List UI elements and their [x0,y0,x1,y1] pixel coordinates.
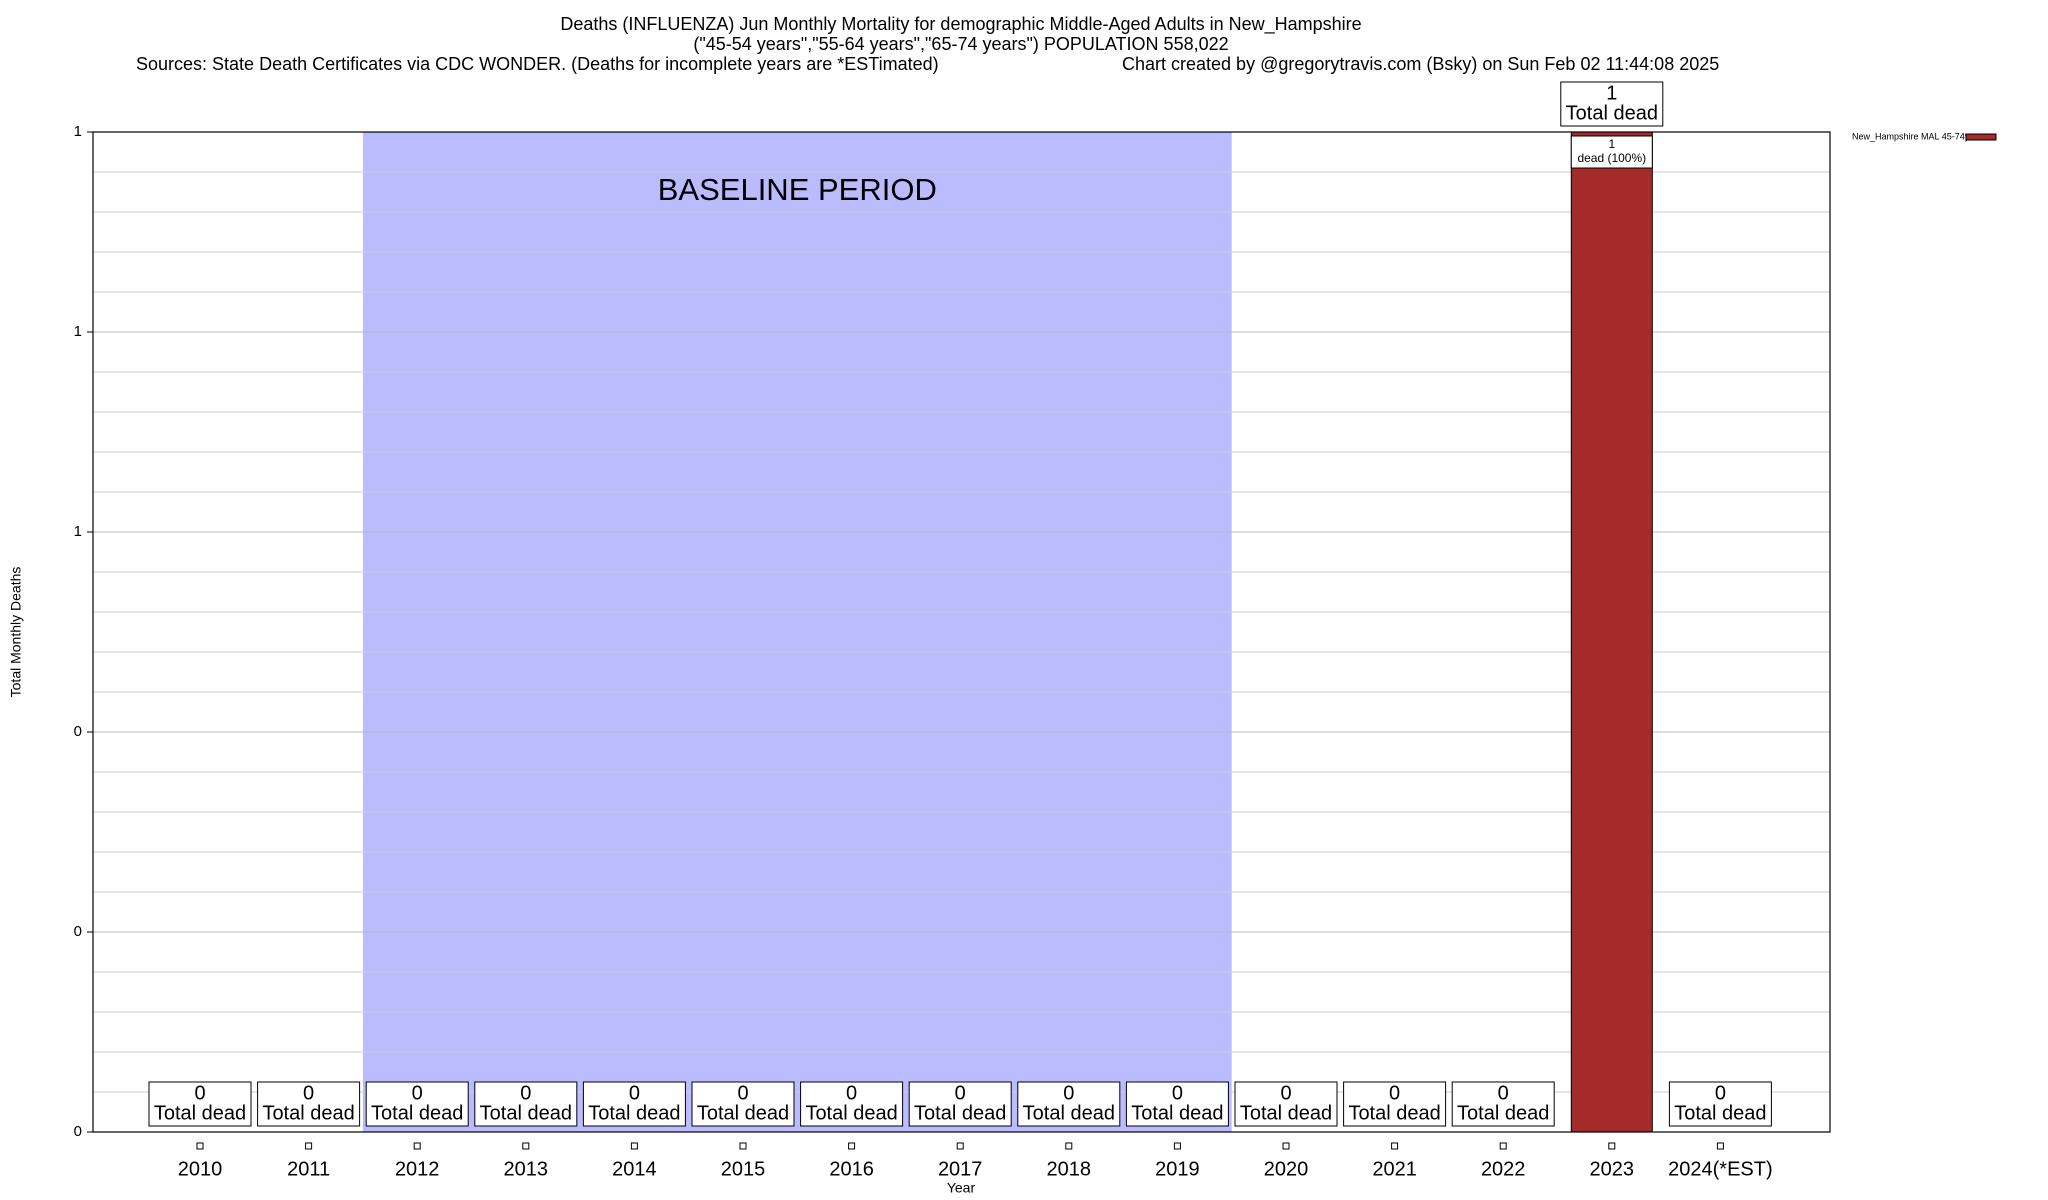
total-value-label: 0 [629,1082,640,1104]
total-value-label: 1 [1606,82,1617,104]
x-tick-marker [196,1142,204,1150]
x-tick-marker [1391,1142,1399,1150]
total-label-box [1017,1081,1121,1127]
x-tick-label: 2017 [938,1158,983,1180]
total-label-box [1451,1081,1555,1127]
x-tick-marker [1065,1142,1073,1150]
total-text-label: Total dead [914,1102,1006,1124]
total-text-label: Total dead [1674,1102,1766,1124]
credit-note: Chart created by @gregorytravis.com (Bsk… [1122,54,1719,74]
y-tick-label: 1 [74,123,82,140]
x-tick-marker [1173,1142,1181,1150]
x-tick-marker [1499,1142,1507,1150]
total-value-label: 0 [1172,1082,1183,1104]
total-value-label: 0 [1498,1082,1509,1104]
total-text-label: Total dead [1457,1102,1549,1124]
total-label-box [1560,81,1664,127]
x-tick-label: 2019 [1155,1158,1200,1180]
total-text-label: Total dead [805,1102,897,1124]
x-tick-label: 2013 [504,1158,549,1180]
baseline-label: BASELINE PERIOD [658,172,937,207]
x-tick-label: 2010 [178,1158,223,1180]
total-value-label: 0 [1389,1082,1400,1104]
y-tick-label: 1 [74,523,82,540]
x-tick-marker [848,1142,856,1150]
x-tick-label: 2021 [1372,1158,1417,1180]
x-tick-label: 2016 [829,1158,874,1180]
segment-label-box [1570,135,1653,169]
total-value-label: 0 [412,1082,423,1104]
total-value-label: 0 [1715,1082,1726,1104]
x-tick-marker [630,1142,638,1150]
total-value-label: 0 [846,1082,857,1104]
x-tick-label: 2020 [1264,1158,1309,1180]
total-text-label: Total dead [1023,1102,1115,1124]
total-text-label: Total dead [154,1102,246,1124]
total-label-box [800,1081,904,1127]
x-tick-marker [305,1142,313,1150]
x-tick-marker [956,1142,964,1150]
total-text-label: Total dead [1131,1102,1223,1124]
x-tick-label: 2014 [612,1158,657,1180]
x-tick-label: 2024(*EST) [1668,1158,1773,1180]
total-text-label: Total dead [1566,102,1658,124]
x-tick-marker [1282,1142,1290,1150]
y-tick-label: 0 [74,723,82,740]
total-value-label: 0 [1063,1082,1074,1104]
total-text-label: Total dead [480,1102,572,1124]
total-label-box [474,1081,578,1127]
total-label-box [582,1081,686,1127]
total-text-label: Total dead [262,1102,354,1124]
x-axis-label: Year [947,1180,976,1196]
total-text-label: Total dead [588,1102,680,1124]
total-text-label: Total dead [1348,1102,1440,1124]
total-value-label: 0 [955,1082,966,1104]
total-label-box [1125,1081,1229,1127]
segment-text-label: dead (100%) [1577,151,1646,165]
x-tick-marker [413,1142,421,1150]
chart-subtitle: ("45-54 years","55-64 years","65-74 year… [693,34,1228,54]
x-tick-marker [1716,1142,1724,1150]
total-label-box [1234,1081,1338,1127]
y-tick-label: 0 [74,1123,82,1140]
total-value-label: 0 [520,1082,531,1104]
x-tick-label: 2011 [287,1158,330,1180]
shade-layer: BASELINE PERIOD [362,132,1232,1132]
legend-swatch [1965,133,1997,141]
total-value-label: 0 [1280,1082,1291,1104]
total-label-box [1343,1081,1447,1127]
x-tick-marker [1608,1142,1616,1150]
x-tick-label: 2015 [721,1158,766,1180]
total-value-label: 0 [737,1082,748,1104]
x-tick-label: 2012 [395,1158,440,1180]
total-value-label: 0 [303,1082,314,1104]
y-axis-label: Total Monthly Deaths [8,567,24,698]
legend-label: New_Hampshire MAL 45-74yo [1852,131,1974,141]
x-tick-label: 2022 [1481,1158,1526,1180]
x-tick-label: 2023 [1590,1158,1635,1180]
x-tick-marker [522,1142,530,1150]
baseline-shade [362,132,1232,1132]
y-tick-label: 0 [74,923,82,940]
total-label-box [691,1081,795,1127]
total-text-label: Total dead [697,1102,789,1124]
source-note: Sources: State Death Certificates via CD… [136,54,939,74]
total-label-box [365,1081,469,1127]
bar [1570,131,1653,1133]
segment-value-label: 1 [1608,137,1615,151]
total-value-label: 0 [194,1082,205,1104]
chart-title: Deaths (INFLUENZA) Jun Monthly Mortality… [560,14,1361,35]
x-tick-marker [739,1142,747,1150]
total-label-box [257,1081,361,1127]
y-tick-label: 1 [74,323,82,340]
total-label-box [908,1081,1012,1127]
total-label-box [148,1081,252,1127]
total-text-label: Total dead [371,1102,463,1124]
total-label-box [1668,1081,1772,1127]
plot-frame [92,131,1831,1133]
total-text-label: Total dead [1240,1102,1332,1124]
x-tick-label: 2018 [1047,1158,1092,1180]
